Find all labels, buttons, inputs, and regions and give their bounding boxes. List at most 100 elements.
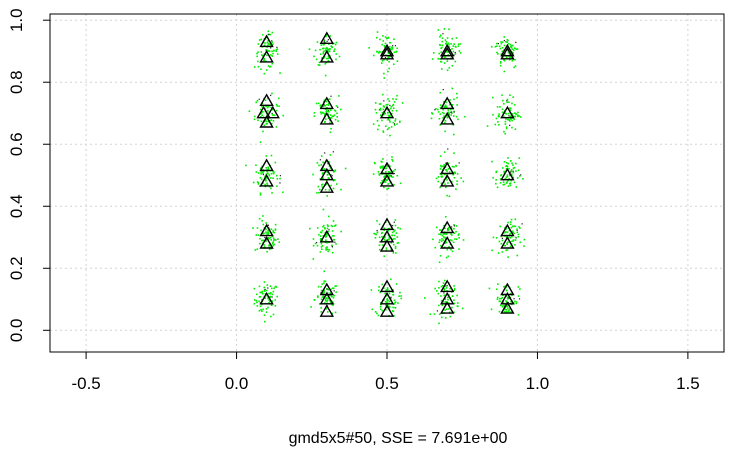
data-point [455, 225, 458, 227]
data-point [275, 126, 278, 128]
data-point [261, 291, 263, 294]
data-point [266, 177, 268, 179]
data-point [515, 301, 518, 303]
data-point [450, 43, 452, 45]
data-point [510, 170, 513, 172]
data-point [506, 303, 509, 306]
data-point [446, 116, 449, 119]
data-point [454, 60, 457, 63]
data-point [456, 180, 458, 183]
data-point-dark [521, 223, 523, 225]
data-point [323, 302, 326, 304]
data-point [507, 179, 509, 182]
data-point [325, 239, 327, 241]
data-point [507, 256, 509, 258]
data-point [323, 43, 325, 46]
data-point [275, 103, 278, 106]
data-point [451, 306, 453, 309]
data-point-dark [508, 115, 510, 117]
data-point [326, 227, 329, 230]
data-point [454, 172, 457, 175]
data-point [266, 233, 268, 235]
data-point [391, 46, 394, 49]
data-point [266, 97, 269, 100]
data-point [269, 33, 272, 36]
data-point [312, 173, 314, 176]
data-point [256, 99, 259, 102]
data-point [331, 295, 333, 298]
data-point [253, 118, 256, 121]
data-point [330, 295, 333, 297]
data-point [497, 252, 500, 254]
data-point [332, 296, 335, 299]
data-point [455, 188, 457, 190]
data-point [504, 227, 506, 229]
data-point [331, 251, 334, 254]
data-point [388, 67, 390, 70]
triangle-marker [259, 158, 274, 172]
data-point-dark [270, 94, 272, 96]
data-point [381, 309, 384, 312]
data-point [507, 157, 509, 159]
data-point [440, 240, 443, 242]
data-point [391, 310, 394, 312]
data-point [394, 219, 397, 221]
data-point [439, 91, 442, 94]
data-point [498, 45, 501, 48]
data-point [326, 291, 329, 294]
triangle-marker [379, 291, 395, 305]
data-point [334, 43, 337, 46]
triangle-marker [319, 49, 335, 63]
data-point [507, 310, 510, 312]
data-point [512, 167, 515, 170]
data-point-dark [390, 296, 392, 298]
data-point [333, 294, 336, 297]
data-point [395, 98, 397, 101]
data-point [381, 179, 383, 182]
data-point [382, 165, 384, 167]
data-point [332, 301, 334, 304]
data-point [388, 175, 390, 178]
data-point-dark [332, 151, 334, 153]
data-point [447, 50, 449, 53]
data-point [522, 177, 524, 180]
data-point [510, 173, 513, 176]
data-point [509, 43, 512, 46]
data-point [321, 245, 324, 247]
data-point [512, 58, 515, 61]
data-point [378, 236, 381, 239]
data-point [439, 155, 442, 157]
data-point [389, 121, 391, 123]
data-point [376, 119, 379, 122]
data-point [390, 175, 393, 178]
data-point [268, 237, 270, 240]
data-point [509, 46, 512, 48]
data-point-dark [393, 221, 395, 223]
data-point [506, 165, 509, 168]
data-point [257, 234, 260, 236]
data-point [450, 248, 452, 251]
triangle-marker [439, 220, 455, 234]
data-point [401, 102, 404, 104]
data-point [329, 98, 331, 100]
data-point [383, 175, 386, 178]
data-point [505, 56, 508, 59]
data-point [435, 290, 438, 292]
data-point [450, 234, 453, 236]
data-point-dark [434, 109, 436, 111]
data-point [314, 242, 317, 245]
data-point [505, 236, 508, 238]
data-point-dark [333, 290, 335, 292]
data-point [505, 161, 508, 164]
data-point [462, 180, 465, 183]
data-point [438, 241, 441, 244]
data-point [453, 152, 455, 154]
triangle-marker [439, 161, 455, 175]
data-point [259, 167, 262, 170]
data-point [381, 161, 383, 163]
data-point [518, 157, 521, 159]
data-point [459, 43, 462, 45]
data-point [326, 103, 328, 106]
data-point [334, 224, 337, 226]
data-point [395, 252, 397, 254]
